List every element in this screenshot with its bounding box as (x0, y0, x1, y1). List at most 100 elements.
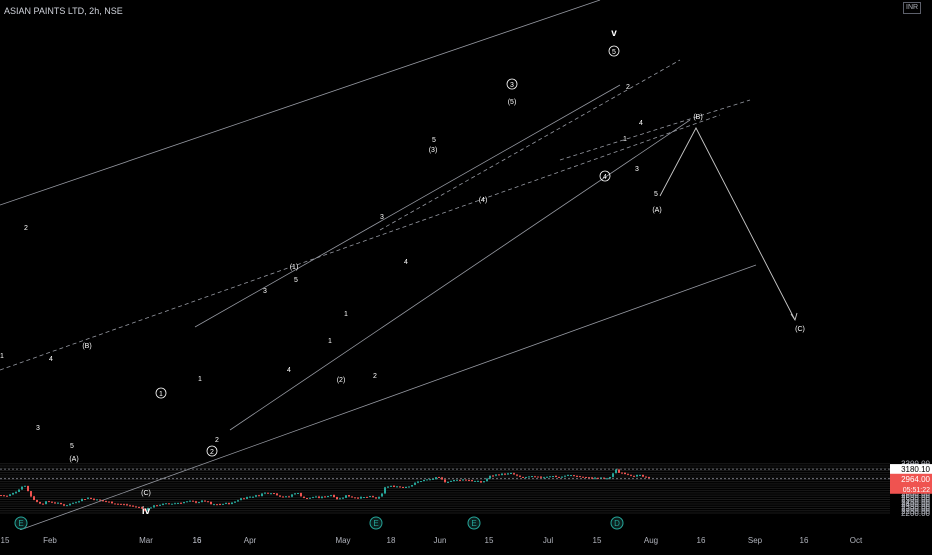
price-chart[interactable]: 12345(A)(B)(C)1122345(1)(2)11234(3)5(4)(… (0, 0, 890, 531)
candle-body (627, 473, 629, 475)
candle-body (387, 486, 389, 488)
candle-body (159, 504, 161, 506)
candle-body (189, 500, 191, 502)
candle-body (57, 502, 59, 504)
candle-body (45, 501, 47, 505)
wave-label: 1 (0, 353, 4, 360)
channel-line (559, 99, 751, 161)
candle-body (261, 493, 263, 496)
candle-body (378, 496, 380, 499)
candle-body (213, 504, 215, 506)
candle-body (165, 503, 167, 505)
candle-body (183, 502, 185, 504)
candle-body (525, 477, 527, 479)
price-marker-countdown: 05:51:22 (903, 487, 930, 494)
candle-body (303, 496, 305, 498)
event-marker-label: E (373, 519, 378, 528)
candle-body (588, 477, 590, 479)
wave-label: 4 (287, 367, 291, 374)
candle-body (336, 496, 338, 500)
candle-body (426, 479, 428, 481)
candle-body (639, 474, 641, 476)
candle-body (441, 477, 443, 480)
price-tick: 2600.00 (901, 491, 930, 500)
price-tick: 2350.00 (901, 502, 930, 511)
candle-body (276, 493, 278, 496)
event-marker[interactable]: E (369, 516, 383, 530)
event-marker-ring (369, 516, 383, 530)
candle-body (174, 503, 176, 505)
event-marker[interactable]: E (467, 516, 481, 530)
candle-body (288, 496, 290, 498)
event-marker[interactable]: E (14, 516, 28, 530)
candle-body (135, 506, 137, 508)
candle-body (3, 495, 5, 497)
channel-line (19, 264, 757, 531)
wave-label: 5 (654, 191, 658, 198)
candle-body (42, 503, 44, 505)
projection-line (659, 127, 796, 321)
candle-body (273, 493, 275, 495)
candle-body (408, 486, 410, 488)
time-tick: Mar (139, 536, 153, 545)
candle-body (291, 494, 293, 497)
time-tick: Sep (748, 536, 763, 545)
candle-body (177, 502, 179, 504)
candle-body (111, 501, 113, 504)
candle-body (198, 502, 200, 504)
candle-body (240, 498, 242, 501)
candle-body (381, 493, 383, 497)
candle-body (420, 481, 422, 483)
candle-body (12, 492, 14, 495)
wave-label: 1 (328, 338, 332, 345)
event-marker-ring (610, 516, 624, 530)
time-scale[interactable]: 15 Feb 16 Mar 16 Apr May 18 Jun 15 Jul 15 Aug 16 Sep 16… (0, 530, 890, 550)
projection-path[interactable] (659, 127, 798, 322)
candle-body (576, 475, 578, 477)
candle-body (351, 496, 353, 498)
candle-body (60, 502, 62, 505)
candle-body (150, 507, 152, 509)
channel-line (229, 119, 691, 431)
candle-body (339, 498, 341, 500)
candle-body (300, 493, 302, 497)
candle-body (195, 501, 197, 503)
wave-label: 1 (198, 376, 202, 383)
candle-body (15, 491, 17, 494)
candle-body (138, 507, 140, 509)
candle-body (534, 476, 536, 478)
price-scale[interactable]: 3300.003250.003200.003150.003100.003050.… (890, 0, 932, 530)
trend-lines[interactable] (0, 0, 890, 531)
candle-body (216, 504, 218, 506)
candle-body (513, 473, 515, 475)
candle-body (540, 476, 542, 478)
candle-body (342, 497, 344, 499)
wave-label: 5 (70, 443, 74, 450)
candle-body (624, 472, 626, 475)
candle-body (252, 496, 254, 498)
event-marker[interactable]: D (610, 516, 624, 530)
candle-body (345, 495, 347, 498)
wave-label: 2 (626, 84, 630, 91)
candle-body (9, 494, 11, 497)
currency-badge[interactable]: INR (903, 2, 922, 14)
candle-body (417, 481, 419, 483)
chart-area[interactable]: 1 2 3 4 5 (A) (B) (C) 1 1 2 2 3 4 5 (1) (2) 1 1 2 3 4 (3) 5 (4)(… (0, 0, 890, 531)
candle-body (465, 479, 467, 481)
event-marker-label: E (18, 519, 23, 528)
time-tick: Apr (244, 536, 257, 545)
candle-body (228, 502, 230, 505)
wave-label: 4 (404, 259, 408, 266)
candle-body (144, 508, 146, 511)
candle-body (555, 475, 557, 478)
wave-label: (A) (652, 207, 661, 214)
candle-body (372, 496, 374, 498)
candle-body (561, 476, 563, 478)
wave-circle (599, 170, 611, 182)
candle-body (117, 503, 119, 505)
candle-body (648, 476, 650, 478)
candle-body (180, 502, 182, 504)
candle-body (498, 474, 500, 476)
candle-body (333, 494, 335, 498)
